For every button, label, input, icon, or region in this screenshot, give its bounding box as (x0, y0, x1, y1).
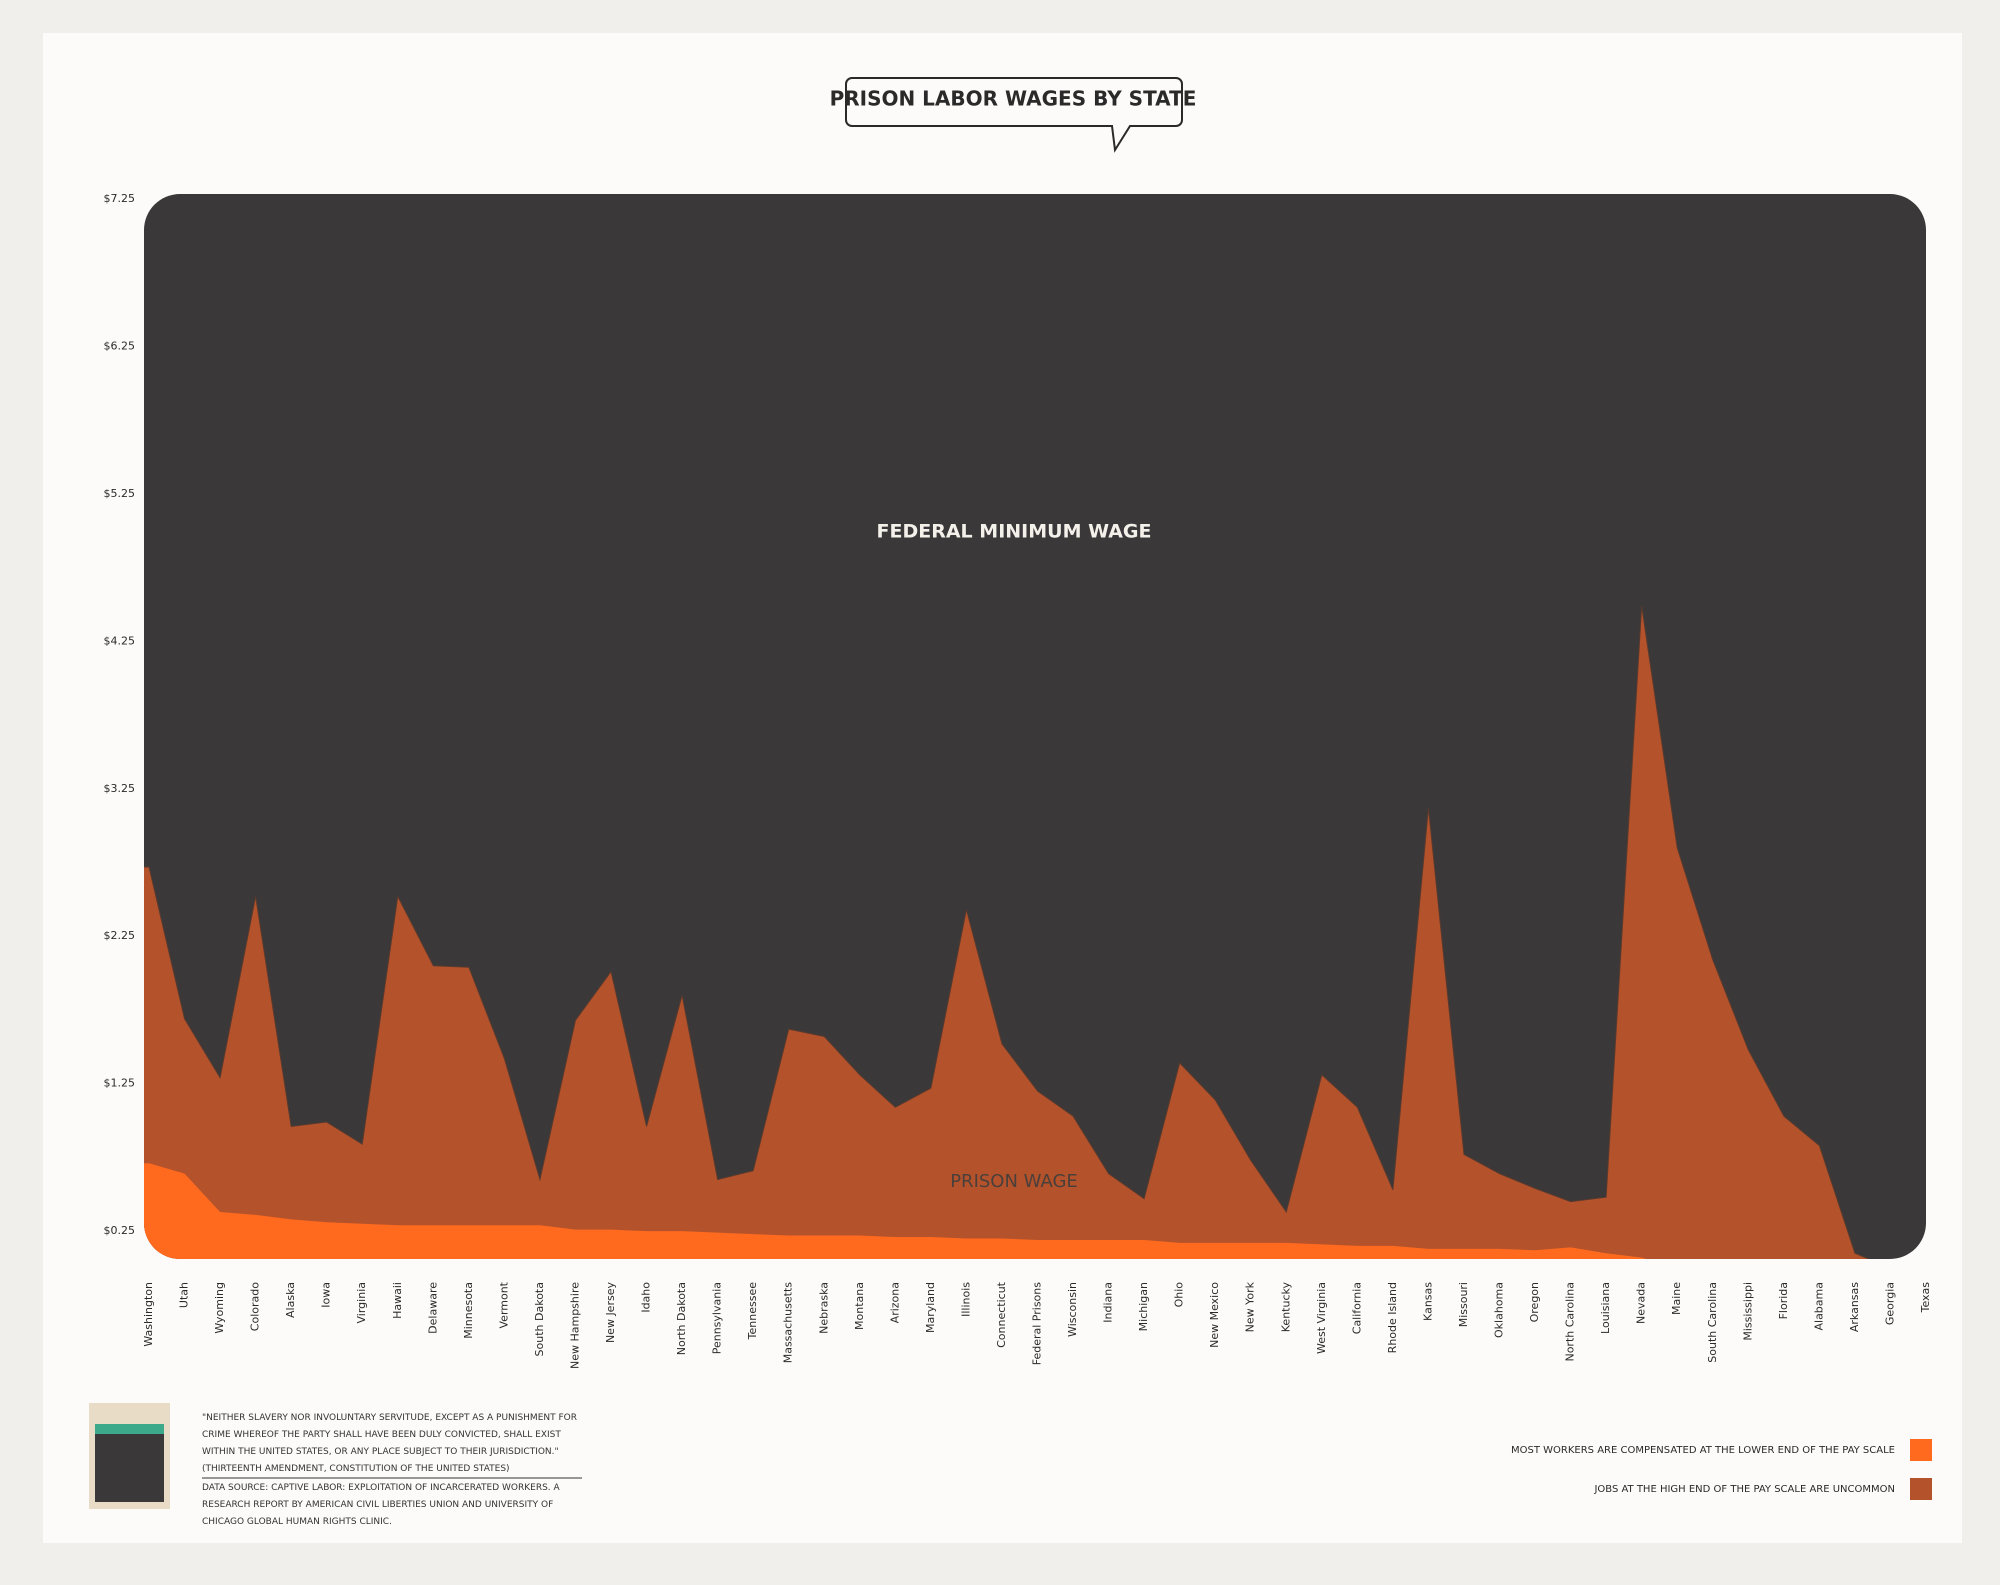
x-tick-label: Kentucky (1279, 1282, 1292, 1333)
annotation: FEDERAL MINIMUM WAGE (877, 521, 1152, 543)
legend-swatch (1910, 1478, 1932, 1500)
x-tick-label: Indiana (1102, 1282, 1115, 1323)
x-tick-label: Maryland (924, 1282, 937, 1333)
x-tick-label: New Mexico (1208, 1282, 1221, 1348)
source: DATA SOURCE: CAPTIVE LABOR: EXPLOITATION… (202, 1483, 560, 1527)
x-tick-label: Tennessee (746, 1282, 759, 1341)
x-tick-label: Connecticut (995, 1281, 1008, 1348)
quote: "NEITHER SLAVERY NOR INVOLUNTARY SERVITU… (202, 1413, 577, 1474)
y-tick-label: $0.25 (104, 1224, 136, 1237)
y-tick-label: $2.25 (104, 929, 136, 942)
y-tick-label: $4.25 (104, 634, 136, 647)
y-tick-label: $1.25 (104, 1077, 136, 1090)
x-tick-label: North Carolina (1564, 1282, 1577, 1362)
x-tick-label: West Virginia (1315, 1282, 1328, 1354)
thumbnail-inner (95, 1430, 164, 1502)
x-tick-label: North Dakota (675, 1282, 688, 1355)
x-tick-label: Kansas (1421, 1282, 1434, 1321)
x-tick-label: Iowa (320, 1282, 333, 1308)
x-tick-label: Washington (142, 1282, 155, 1347)
areas (144, 605, 1926, 1259)
x-tick-label: Pennsylvania (711, 1282, 724, 1354)
annotation: PRISON WAGE (950, 1171, 1078, 1192)
x-tick-label: New Jersey (604, 1282, 617, 1344)
x-tick-label: Nebraska (817, 1282, 830, 1334)
x-tick-label: Vermont (497, 1281, 510, 1328)
x-tick-label: Wisconsin (1066, 1282, 1079, 1337)
title-box (845, 77, 1183, 153)
legend-label: JOBS AT THE HIGH END OF THE PAY SCALE AR… (1593, 1484, 1895, 1495)
area (144, 605, 1926, 1259)
x-tick-label: Georgia (1883, 1282, 1896, 1325)
minimum-wage-field (144, 194, 1926, 1259)
x-tick-label: Utah (178, 1282, 191, 1308)
chart-title: PRISON LABOR WAGES BY STATE (830, 87, 1197, 111)
x-tick-label: Wyoming (213, 1282, 226, 1334)
x-tick-label: Massachusetts (782, 1282, 795, 1364)
x-tick-label: Minnesota (462, 1282, 475, 1339)
x-tick-label: Rhode Island (1386, 1282, 1399, 1353)
x-tick-label: Alabama (1812, 1282, 1825, 1331)
x-tick-label: Montana (853, 1282, 866, 1330)
x-tick-label: Michigan (1137, 1282, 1150, 1331)
x-tick-label: Federal Prisons (1031, 1282, 1044, 1366)
legend-label: MOST WORKERS ARE COMPENSATED AT THE LOWE… (1511, 1445, 1895, 1456)
x-tick-label: New York (1244, 1281, 1257, 1332)
x-tick-label: Louisiana (1599, 1282, 1612, 1334)
x-tick-label: Arizona (888, 1282, 901, 1323)
x-tick-label: South Dakota (533, 1282, 546, 1356)
x-tick-label: Texas (1919, 1282, 1932, 1314)
x-tick-label: Hawaii (391, 1282, 404, 1319)
x-tick-label: Maine (1670, 1282, 1683, 1315)
x-tick-label: Arkansas (1848, 1282, 1861, 1332)
y-tick-label: $7.25 (104, 192, 136, 205)
x-tick-label: California (1350, 1282, 1363, 1334)
thumbnail-band (95, 1424, 164, 1434)
x-tick-label: Oklahoma (1493, 1282, 1506, 1338)
x-tick-label: Ohio (1173, 1282, 1186, 1308)
x-tick-label: Florida (1777, 1282, 1790, 1319)
x-tick-label: Illinois (959, 1282, 972, 1317)
x-tick-label: South Carolina (1706, 1282, 1719, 1363)
legend-swatch (1910, 1439, 1932, 1461)
y-tick-label: $6.25 (104, 339, 136, 352)
x-tick-label: Colorado (249, 1282, 262, 1331)
x-tick-label: Alaska (284, 1282, 297, 1318)
x-tick-label: Missouri (1457, 1282, 1470, 1327)
y-tick-label: $5.25 (104, 487, 136, 500)
x-tick-label: Nevada (1635, 1282, 1648, 1324)
x-tick-label: Virginia (355, 1282, 368, 1323)
x-tick-label: Mississippi (1741, 1282, 1754, 1341)
x-tick-label: Delaware (426, 1282, 439, 1334)
x-tick-label: New Hampshire (568, 1282, 581, 1369)
y-tick-label: $3.25 (104, 782, 136, 795)
x-tick-label: Idaho (640, 1282, 653, 1313)
x-tick-label: Oregon (1528, 1282, 1541, 1322)
